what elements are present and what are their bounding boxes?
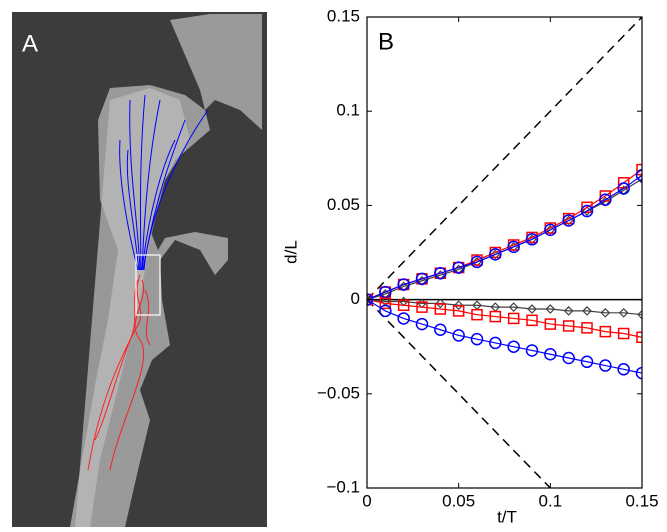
marker [617,363,630,376]
marker [600,307,611,318]
marker [397,299,410,312]
marker [599,325,612,338]
series-line [367,299,642,338]
series-line [367,17,642,301]
y-tick-label: 0.05 [327,195,360,214]
x-tick-label: 0 [362,491,371,510]
blue-tracks [119,94,209,271]
marker [379,297,392,310]
marker [581,322,593,334]
marker [435,298,446,309]
marker [434,266,447,280]
series-line [367,174,642,301]
marker [563,306,574,316]
marker [471,308,483,321]
series-line [367,299,642,374]
marker [415,317,429,331]
marker [617,182,630,195]
marker [489,248,502,261]
marker [580,204,594,218]
marker [544,347,557,361]
y-axis-label: d/L [281,240,300,264]
marker [544,223,557,237]
marker [434,323,447,336]
x-tick-label: 0.15 [625,491,658,510]
series-line [367,299,642,316]
marker [636,331,642,344]
marker [527,304,537,314]
panel-a-image: A [12,12,267,527]
marker [545,304,556,314]
x-tick-label: 0.05 [442,491,475,510]
x-axis-label: t/T [497,507,517,526]
marker [507,312,520,325]
marker [416,301,428,313]
marker [452,261,465,274]
marker [489,336,502,350]
marker [397,312,410,325]
marker [562,351,575,365]
y-tick-label: 0.1 [336,101,360,120]
y-tick-label: −0.1 [326,477,360,496]
red-tracks [87,274,151,471]
panel-label: A [22,30,38,57]
y-tick-label: 0.15 [327,6,360,25]
y-tick-label: 0 [351,289,360,308]
series-line [367,299,551,488]
y-tick-label: −0.05 [317,383,360,402]
marker [544,318,557,330]
marker [379,304,392,318]
marker [618,307,629,318]
marker [599,359,612,372]
plot-area [367,17,642,488]
marker [582,306,592,316]
marker [635,366,642,380]
marker [562,214,575,227]
marker [489,310,502,323]
marker [635,169,642,182]
marker [637,309,642,320]
marker [636,163,642,176]
marker [526,314,538,327]
marker [507,340,520,353]
marker [617,327,630,340]
marker [415,272,429,286]
marker [452,329,465,342]
marker [453,300,464,311]
marker [525,344,539,357]
x-tick-label: 0.1 [539,491,563,510]
marker [367,294,372,305]
marker [367,293,374,306]
marker [562,320,575,332]
panel-label: B [378,28,394,55]
marker [470,332,484,346]
marker [525,233,539,246]
marker [470,255,484,269]
region-box [135,254,161,316]
marker [507,240,520,254]
marker [580,355,594,369]
marker [599,193,612,206]
marker [452,305,465,317]
marker [434,303,447,315]
marker [508,302,519,312]
axes-box [366,16,643,489]
marker [397,278,410,291]
